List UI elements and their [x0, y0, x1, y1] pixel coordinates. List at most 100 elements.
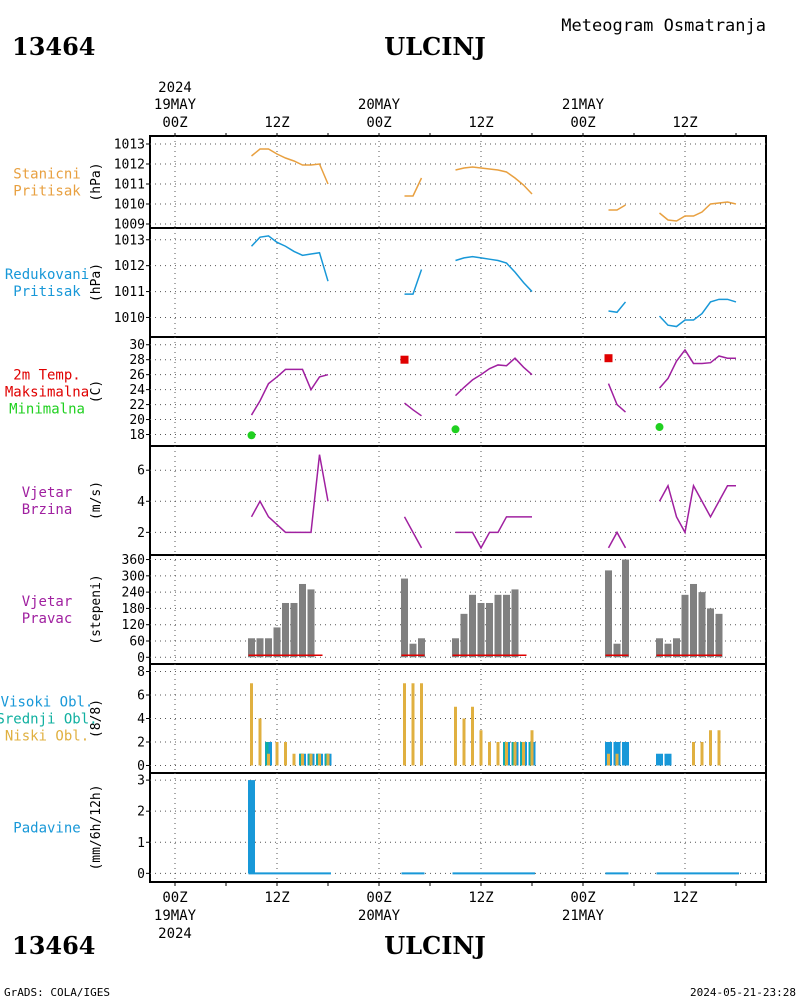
panel-label: Stanicni [13, 167, 80, 183]
day-label-bottom: 20MAY [358, 908, 401, 924]
y-tick-label: 1013 [114, 138, 145, 153]
series-line [404, 269, 423, 295]
wind-direction-bar [664, 643, 672, 658]
series-line [250, 235, 329, 282]
panel-label: Niski Obl. [5, 729, 89, 745]
wind-direction-bar [256, 638, 264, 658]
y-tick-label: 1012 [114, 259, 145, 274]
y-tick-label: 22 [129, 398, 145, 413]
y-tick-label: 6 [137, 464, 145, 479]
y-tick-label: 2 [137, 735, 145, 750]
meteogram-title: Meteogram Osmatranja [561, 16, 766, 36]
hour-label-bottom: 12Z [264, 890, 289, 906]
time-axis-bottom: 19MAY 20MAY 21MAY 2024 00Z 12Z 00Z 12Z 00Z 12Z [154, 882, 737, 942]
panel-label: Maksimalna [5, 385, 89, 401]
cloud-bar [496, 741, 500, 766]
wind-direction-bar [613, 643, 621, 658]
cloud-bar [513, 741, 517, 766]
cloud-bar [488, 741, 491, 766]
cloud-bar [309, 753, 313, 766]
series-line [454, 357, 533, 397]
hour-label-top: 00Z [366, 115, 391, 131]
unit-label: (m/s) [89, 481, 104, 520]
series-line [607, 530, 627, 549]
hour-label-bottom: 00Z [366, 890, 391, 906]
station-name-bottom: ULCINJ [384, 931, 485, 960]
wind-direction-bar [273, 627, 281, 658]
y-tick-label: 24 [129, 383, 145, 398]
panel-frame [149, 135, 767, 229]
y-tick-label: 2 [137, 526, 145, 541]
cloud-bar [709, 730, 712, 766]
hour-label-bottom: 12Z [468, 890, 493, 906]
day-label-bottom: 19MAY [154, 908, 197, 924]
cloud-bar [615, 753, 619, 766]
cloud-bar [479, 730, 483, 766]
panel-label: Vjetar [22, 485, 73, 501]
wind-direction-bar [248, 638, 255, 658]
y-tick-label: 1011 [114, 178, 145, 193]
min-temp-marker [655, 423, 664, 432]
y-tick-label: 120 [122, 618, 145, 633]
series-line [404, 402, 422, 417]
hour-label-top: 00Z [162, 115, 187, 131]
y-tick-label: 1013 [114, 233, 145, 248]
panel-label: Padavine [13, 821, 80, 837]
series-line [607, 383, 626, 413]
hour-label-top: 00Z [570, 115, 595, 131]
y-tick-label: 180 [122, 602, 145, 617]
cloud-bar [301, 753, 304, 766]
station-name-top: ULCINJ [384, 32, 485, 61]
wind-direction-bar [282, 602, 289, 658]
wind-direction-bar [486, 602, 493, 658]
y-tick-label: 1011 [114, 285, 145, 300]
series-line [658, 348, 736, 389]
y-tick-label: 0 [137, 651, 145, 666]
day-label-top: 21MAY [562, 97, 605, 113]
y-tick-label: 30 [129, 338, 145, 353]
panel-label: Srednji Obl. [0, 712, 98, 728]
series-line [250, 368, 329, 416]
cloud-bar [717, 730, 721, 766]
wind-direction-bar [681, 594, 689, 658]
panel-label: Brzina [22, 502, 73, 518]
series-line [658, 298, 737, 328]
wind-direction-bar [477, 602, 485, 658]
cloud-bar [607, 753, 610, 766]
y-tick-label: 2 [137, 805, 145, 820]
hour-label-top: 12Z [264, 115, 289, 131]
station-id-top: 13464 [12, 32, 96, 61]
wind-direction-bar [698, 592, 706, 658]
panel-clouds: 0 2 4 6 8 (8/8)Visoki Obl.Srednji Obl.Niski O… [0, 663, 767, 774]
wind-direction-bar [469, 594, 476, 658]
wind-direction-bar [715, 613, 723, 658]
cloud-bar [664, 753, 672, 766]
y-tick-label: 60 [129, 634, 145, 649]
series-line [658, 483, 736, 535]
unit-label: (stepeni) [89, 574, 104, 644]
day-label-bottom: 21MAY [562, 908, 605, 924]
unit-label: (C) [89, 380, 104, 403]
cloud-bar [284, 741, 287, 766]
panel-label: Redukovani [5, 267, 89, 283]
panel-label: Visoki Obl. [1, 695, 94, 711]
cloud-bar [420, 683, 423, 766]
panel-label: 2m Temp. [13, 368, 80, 384]
series-line [608, 301, 627, 314]
y-tick-label: 360 [122, 553, 145, 568]
cloud-bar [700, 741, 704, 766]
cloud-bar [622, 741, 629, 766]
hour-label-top: 12Z [468, 115, 493, 131]
panel-label: Pritisak [13, 184, 81, 200]
cloud-bar [462, 718, 466, 766]
cloud-bar [411, 683, 415, 766]
series-line [455, 255, 533, 293]
unit-label: (8/8) [89, 699, 104, 738]
cloud-bar [318, 753, 321, 766]
credit-text: GrADS: COLA/IGES [4, 986, 110, 999]
year-label-bottom: 2024 [158, 926, 192, 942]
